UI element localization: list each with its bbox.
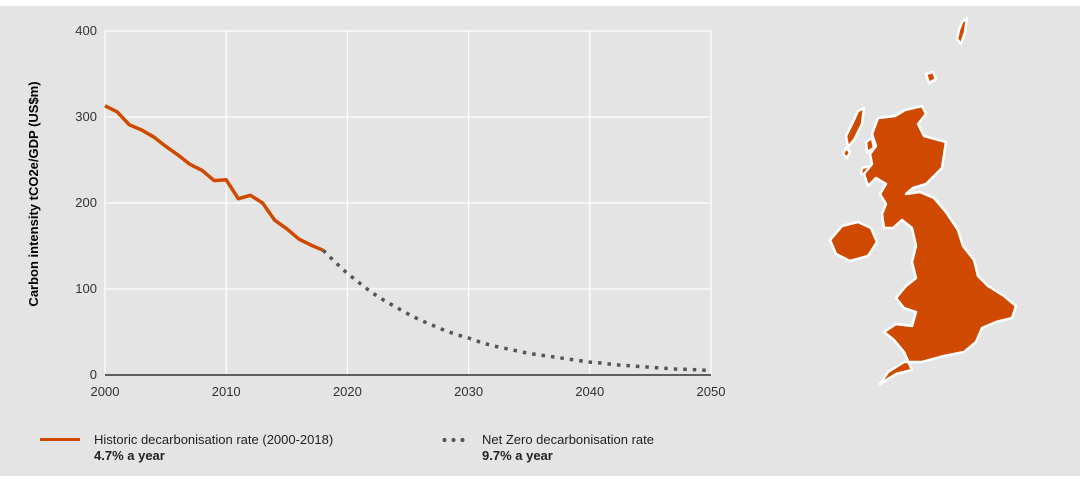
legend-item-net-zero: Net Zero decarbonisation rate 9.7% a yea… <box>440 432 654 464</box>
dotted-line-swatch-icon <box>440 438 468 442</box>
x-tick-label: 2010 <box>212 384 241 399</box>
legend-rate-net-zero: 9.7% a year <box>482 448 553 463</box>
x-tick-label: 2000 <box>91 384 120 399</box>
solid-line-swatch-icon <box>40 438 80 441</box>
x-tick-label: 2050 <box>697 384 726 399</box>
y-axis: 0 100 200 300 400 <box>75 23 97 382</box>
x-tick-label: 2040 <box>575 384 604 399</box>
net-zero-series-line <box>321 249 712 373</box>
uk-map-icon <box>828 16 1018 386</box>
grid <box>104 30 712 376</box>
y-tick-label: 400 <box>75 23 97 38</box>
chart-panel: 0 100 200 300 400 2000 2010 2020 2030 2040 2050 C… <box>0 6 1080 476</box>
legend-label-historic: Historic decarbonisation rate (2000-2018… <box>94 432 334 447</box>
line-chart: 0 100 200 300 400 2000 2010 2020 2030 2040 2050 C… <box>26 16 1018 399</box>
y-tick-label: 100 <box>75 281 97 296</box>
x-axis: 2000 2010 2020 2030 2040 2050 <box>91 384 726 399</box>
legend-rate-historic: 4.7% a year <box>94 448 165 463</box>
y-tick-label: 0 <box>90 367 97 382</box>
x-tick-label: 2020 <box>333 384 362 399</box>
x-tick-label: 2030 <box>454 384 483 399</box>
y-axis-label: Carbon intensity tCO2e/GDP (US$m) <box>26 81 41 306</box>
legend-item-historic: Historic decarbonisation rate (2000-2018… <box>40 432 333 464</box>
plot-area <box>104 104 712 373</box>
legend-label-net-zero: Net Zero decarbonisation rate <box>482 432 654 447</box>
y-tick-label: 300 <box>75 109 97 124</box>
y-tick-label: 200 <box>75 195 97 210</box>
historic-series-line <box>104 104 324 252</box>
